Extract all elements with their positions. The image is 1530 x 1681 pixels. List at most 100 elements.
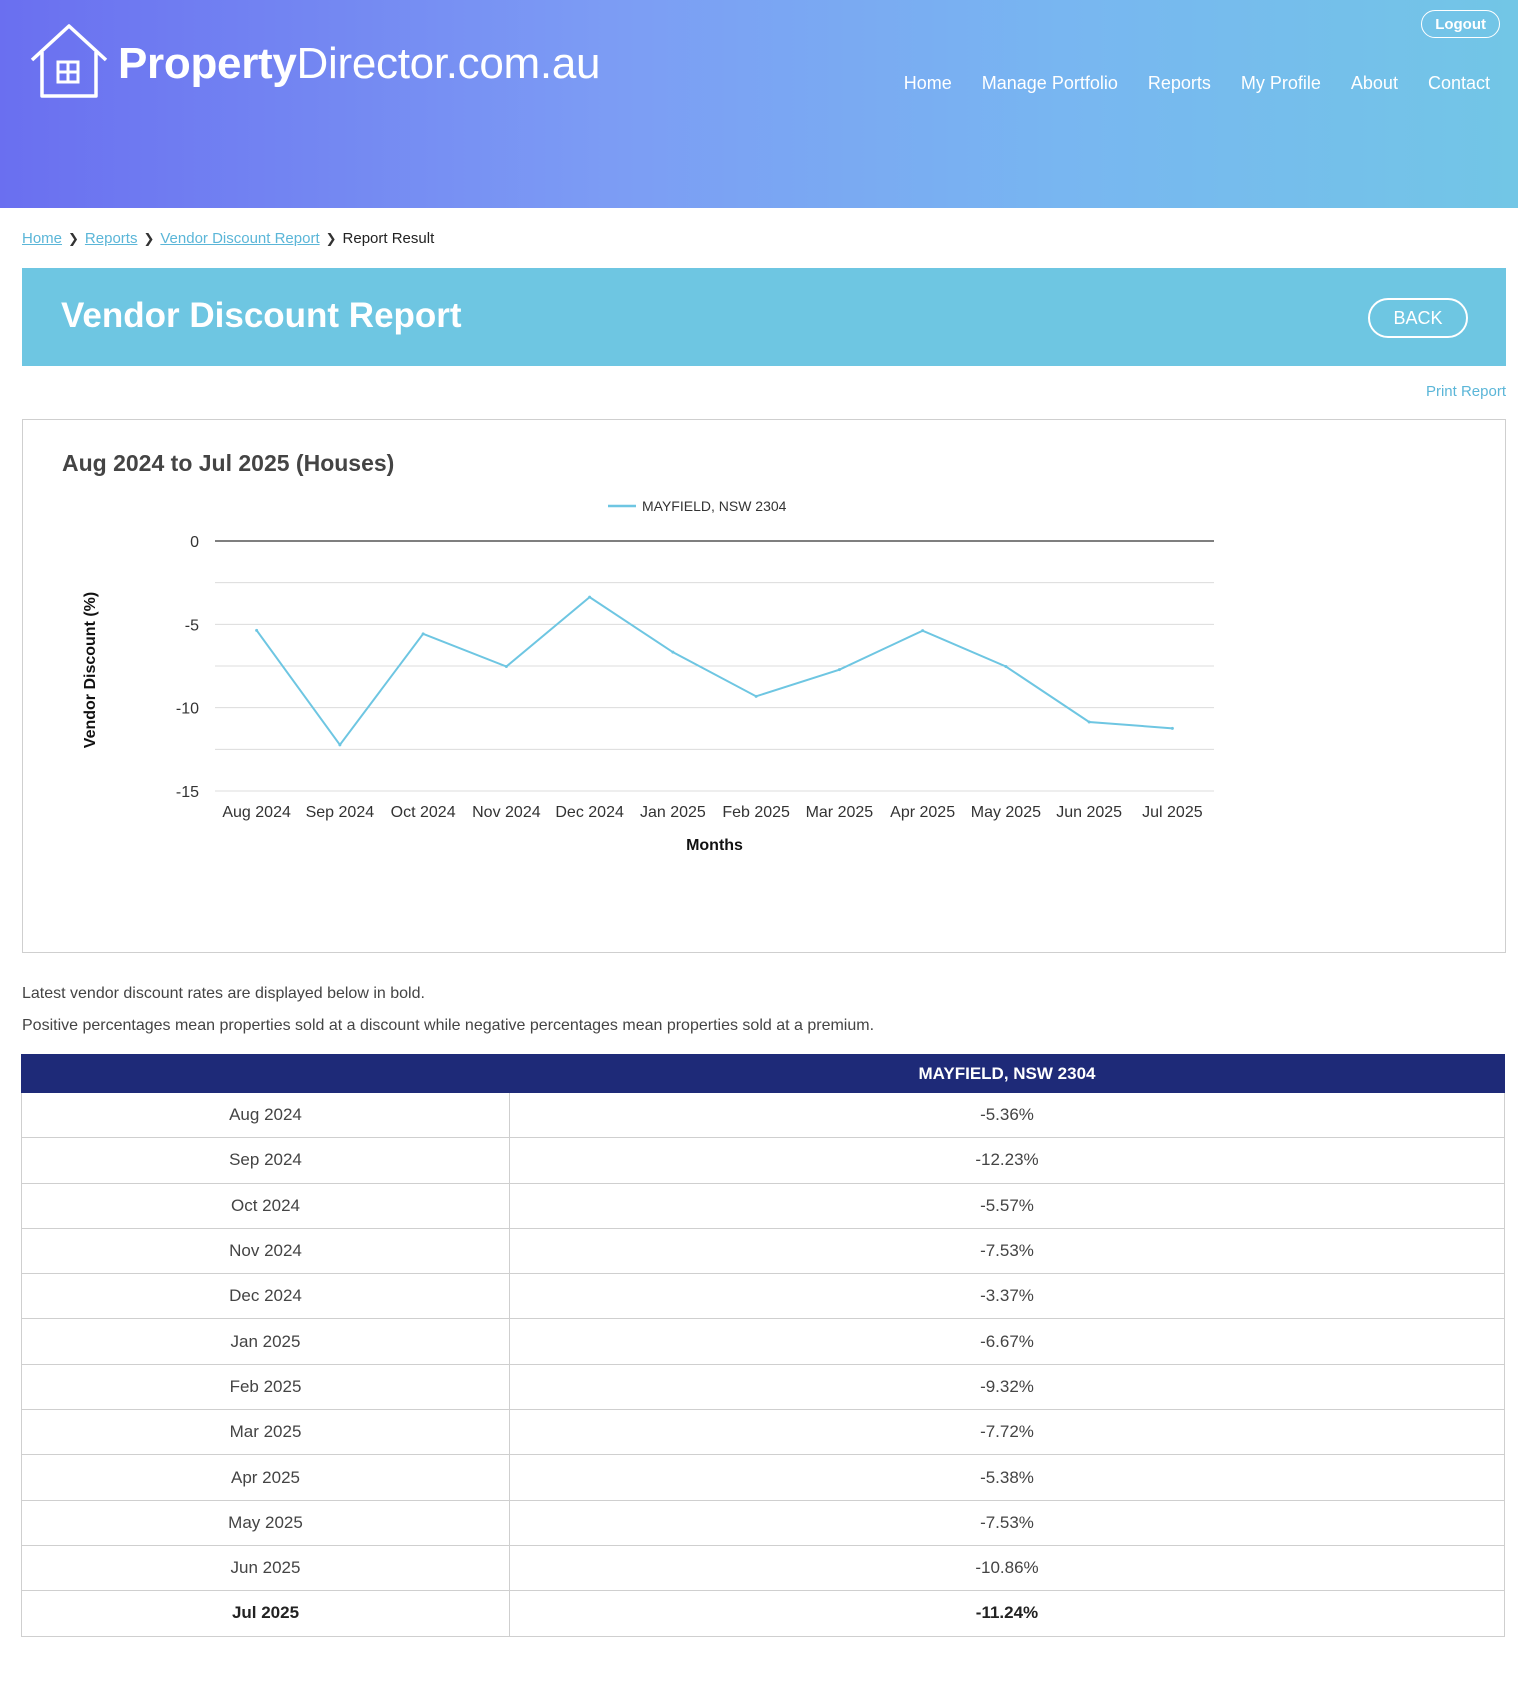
x-tick-label: Jan 2025 xyxy=(640,804,706,821)
x-tick-label: Sep 2024 xyxy=(306,804,375,821)
x-tick-label: Dec 2024 xyxy=(555,804,624,821)
logo-wordmark: PropertyDirector.com.au xyxy=(118,42,600,86)
table-cell-month: Jan 2025 xyxy=(21,1318,510,1365)
table-cell-discount: -5.36% xyxy=(509,1091,1505,1139)
table-cell-month: Jun 2025 xyxy=(21,1544,510,1592)
table-row: Jul 2025 -11.24% xyxy=(21,1590,1505,1637)
chevron-right-icon: ❯ xyxy=(68,230,79,246)
table-cell-month: Dec 2024 xyxy=(21,1273,510,1320)
table-row: Sep 2024 -12.23% xyxy=(21,1137,1505,1184)
table-cell-discount: -9.32% xyxy=(509,1363,1505,1411)
note-bold-explanation: Latest vendor discount rates are display… xyxy=(22,985,425,1002)
table-cell-discount: -7.53% xyxy=(509,1227,1505,1275)
table-header-suburb: MAYFIELD, NSW 2304 xyxy=(509,1054,1505,1093)
data-point xyxy=(588,595,592,599)
table-cell-discount: -11.24% xyxy=(509,1590,1505,1637)
print-report-link[interactable]: Print Report xyxy=(1425,383,1506,400)
table-header-month xyxy=(21,1054,510,1093)
table-row: Feb 2025 -9.32% xyxy=(21,1363,1505,1411)
table-cell-month: Sep 2024 xyxy=(21,1137,510,1184)
table-row: Mar 2025 -7.72% xyxy=(21,1409,1505,1456)
table-cell-discount: -12.23% xyxy=(509,1137,1505,1184)
table-cell-month: Feb 2025 xyxy=(21,1363,510,1411)
site-logo[interactable]: PropertyDirector.com.au xyxy=(28,22,600,100)
breadcrumb-reports[interactable]: Reports xyxy=(84,230,138,247)
data-point xyxy=(1170,726,1174,730)
data-point xyxy=(255,628,259,632)
table-header-row: MAYFIELD, NSW 2304 xyxy=(21,1054,1505,1093)
y-tick-label: 0 xyxy=(190,534,199,551)
note-percentage-explanation: Positive percentages mean properties sol… xyxy=(22,1017,875,1034)
y-axis-label: Vendor Discount (%) xyxy=(82,592,99,748)
chevron-right-icon: ❯ xyxy=(325,230,337,246)
breadcrumb-current: Report Result xyxy=(342,230,435,247)
data-point xyxy=(1087,720,1091,724)
house-icon xyxy=(30,24,108,98)
table-cell-month: May 2025 xyxy=(21,1499,510,1546)
table-cell-month: Apr 2025 xyxy=(21,1454,510,1501)
data-point xyxy=(504,665,508,668)
y-tick-label: -5 xyxy=(185,617,199,634)
nav-reports[interactable]: Reports xyxy=(1147,73,1211,93)
table-row: Jun 2025 -10.86% xyxy=(21,1544,1505,1592)
table-cell-month: Nov 2024 xyxy=(21,1227,510,1275)
breadcrumb: Home ❯ Reports ❯ Vendor Discount Report … xyxy=(22,230,434,247)
data-point xyxy=(338,743,342,747)
data-point xyxy=(837,668,841,672)
x-tick-label: Apr 2025 xyxy=(890,804,955,821)
table-cell-discount: -7.72% xyxy=(509,1409,1505,1456)
vendor-discount-chart: 0 -5 -10 -15 Aug 2024 Sep 2024 Oct 2024 Nov 202… xyxy=(82,498,1214,854)
chart-title: Aug 2024 to Jul 2025 (Houses) xyxy=(62,450,395,476)
table-cell-month: Mar 2025 xyxy=(21,1409,510,1456)
y-tick-label: -15 xyxy=(176,784,199,801)
y-tick-label: -10 xyxy=(176,701,199,718)
x-tick-label: Mar 2025 xyxy=(806,804,874,821)
table-row: Nov 2024 -7.53% xyxy=(21,1227,1505,1275)
x-tick-label: Feb 2025 xyxy=(722,804,790,821)
nav-about[interactable]: About xyxy=(1350,73,1398,93)
table-row: Apr 2025 -5.38% xyxy=(21,1454,1505,1501)
nav-home[interactable]: Home xyxy=(903,73,952,93)
back-button[interactable]: BACK xyxy=(1368,298,1468,338)
logout-button[interactable]: Logout xyxy=(1421,10,1500,38)
table-row: Oct 2024 -5.57% xyxy=(21,1182,1505,1229)
x-tick-label: Oct 2024 xyxy=(391,804,456,821)
x-axis-label: Months xyxy=(686,837,743,854)
data-point xyxy=(921,629,925,633)
page-title: Vendor Discount Report xyxy=(61,296,462,335)
discount-table: MAYFIELD, NSW 2304 Aug 2024 -5.36% Sep 202… xyxy=(21,1054,1505,1637)
x-tick-label: Aug 2024 xyxy=(222,804,291,821)
table-row: Jan 2025 -6.67% xyxy=(21,1318,1505,1365)
breadcrumb-home[interactable]: Home xyxy=(22,230,63,247)
logo-rest-text: Director.com.au xyxy=(296,39,601,88)
table-row: May 2025 -7.53% xyxy=(21,1499,1505,1546)
nav-my-profile[interactable]: My Profile xyxy=(1240,73,1321,93)
nav-manage-portfolio[interactable]: Manage Portfolio xyxy=(981,73,1118,93)
table-cell-discount: -5.38% xyxy=(509,1454,1505,1501)
table-cell-discount: -7.53% xyxy=(509,1499,1505,1546)
table-cell-discount: -6.67% xyxy=(509,1318,1505,1365)
table-row: Aug 2024 -5.36% xyxy=(21,1091,1505,1139)
data-point xyxy=(671,650,675,654)
legend-label: MAYFIELD, NSW 2304 xyxy=(642,498,787,514)
main-nav: Home Manage Portfolio Reports My Profile… xyxy=(874,73,1490,94)
site-header: PropertyDirector.com.au Logout Home Mana… xyxy=(0,0,1518,208)
breadcrumb-vendor-discount-report[interactable]: Vendor Discount Report xyxy=(160,230,320,247)
report-banner: Vendor Discount Report BACK xyxy=(22,268,1506,366)
table-cell-discount: -5.57% xyxy=(509,1182,1505,1229)
data-point xyxy=(1004,665,1008,668)
chart-panel: Aug 2024 to Jul 2025 (Houses) 0 -5 -10 -15 A… xyxy=(22,419,1506,953)
table-cell-month: Jul 2025 xyxy=(21,1590,510,1637)
report-notes: Latest vendor discount rates are display… xyxy=(22,978,874,1042)
x-tick-label: Nov 2024 xyxy=(472,804,541,821)
nav-contact[interactable]: Contact xyxy=(1427,73,1490,93)
table-cell-month: Oct 2024 xyxy=(21,1182,510,1229)
x-tick-label: May 2025 xyxy=(971,804,1041,821)
table-row: Dec 2024 -3.37% xyxy=(21,1273,1505,1320)
x-tick-label: Jun 2025 xyxy=(1056,804,1122,821)
series-line xyxy=(255,595,1173,747)
data-point xyxy=(754,694,758,698)
x-tick-label: Jul 2025 xyxy=(1142,804,1203,821)
table-cell-discount: -10.86% xyxy=(509,1544,1505,1592)
table-cell-month: Aug 2024 xyxy=(21,1091,510,1139)
